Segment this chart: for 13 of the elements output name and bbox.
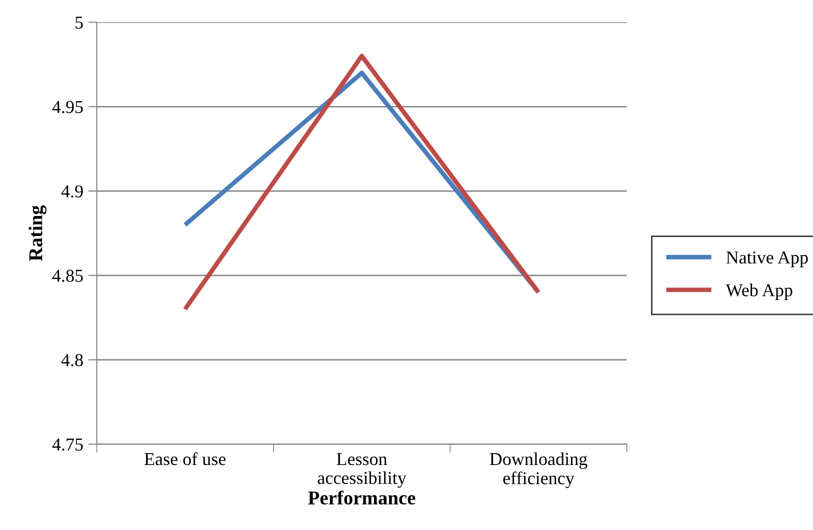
y-tick-label: 4.85	[52, 270, 83, 282]
y-tick-label: 4.8	[61, 354, 83, 366]
y-tick-label: 4.75	[52, 438, 83, 451]
y-tick-label: 4.95	[52, 100, 83, 114]
y-axis-title: Rating	[28, 205, 46, 261]
legend-label: Native App	[726, 251, 808, 268]
y-tick-label: 4.9	[61, 185, 83, 198]
x-tick-label: Lesson accessibility	[318, 453, 406, 488]
x-tick-label: Ease of use	[144, 452, 226, 466]
y-tick-label: 5	[76, 16, 83, 29]
x-axis-title: Performance	[308, 490, 416, 505]
x-tick-label: Downloading efficiency	[490, 452, 588, 488]
legend-label: Web App	[726, 284, 792, 300]
